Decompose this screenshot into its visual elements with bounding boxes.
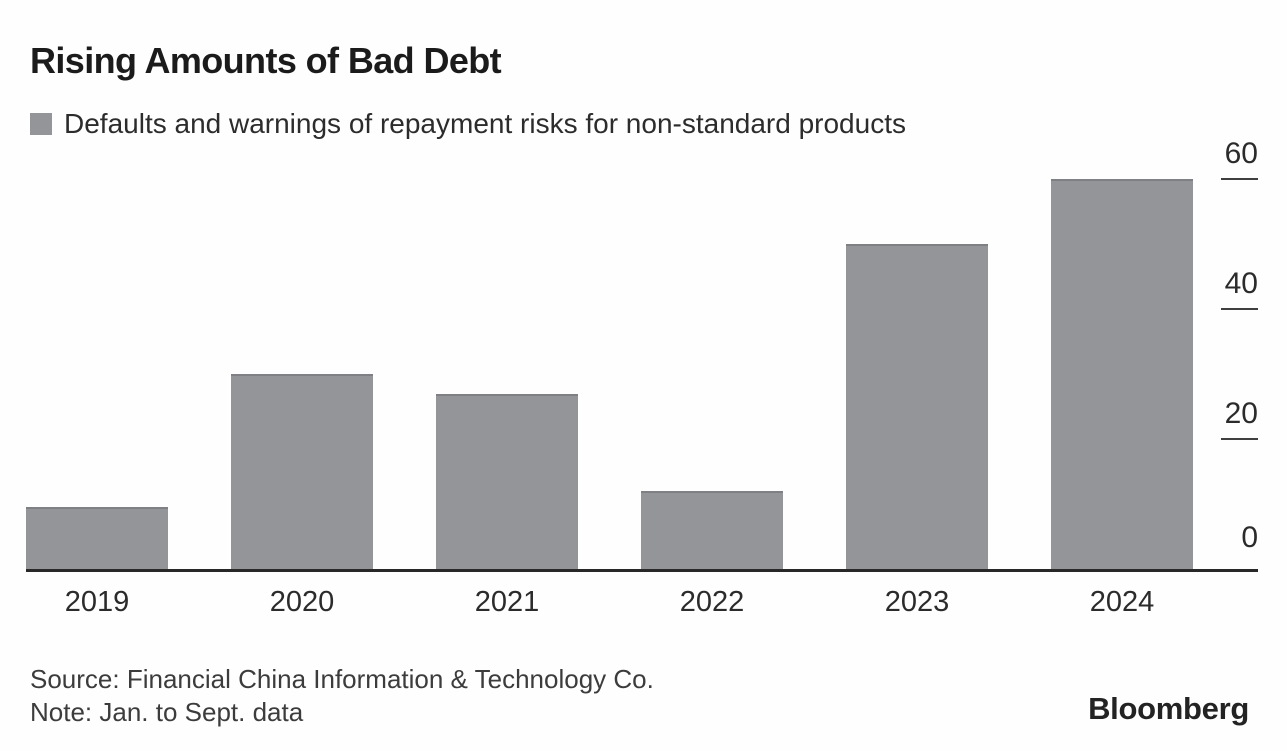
y-tick-label-40: 40 [1224, 267, 1258, 300]
y-tick-line-40 [1221, 308, 1258, 310]
legend-swatch [30, 113, 52, 135]
footer-text: Source: Financial China Information & Te… [30, 663, 654, 729]
x-axis-labels: 2019 2020 2021 2022 2023 2024 [26, 586, 1193, 619]
bloomberg-logo: Bloomberg [1088, 691, 1249, 726]
bar-2020 [231, 374, 373, 569]
legend: Defaults and warnings of repayment risks… [30, 108, 906, 140]
bars-row [26, 150, 1193, 569]
bar-2022 [641, 491, 783, 569]
legend-label: Defaults and warnings of repayment risks… [64, 108, 906, 139]
bar-2024 [1051, 179, 1193, 569]
y-tick-label-20: 20 [1224, 397, 1258, 430]
source-line: Source: Financial China Information & Te… [30, 664, 654, 694]
note-line: Note: Jan. to Sept. data [30, 697, 304, 727]
x-tick-label-2022: 2022 [679, 586, 745, 618]
y-tick-label-0: 0 [1241, 521, 1258, 554]
x-tick-label-2020: 2020 [269, 586, 335, 618]
y-tick-line-20 [1221, 438, 1258, 440]
bar-2023 [846, 244, 988, 569]
x-tick-label-2019: 2019 [64, 586, 130, 618]
x-tick-label-2021: 2021 [474, 586, 540, 618]
bar-2019 [26, 507, 168, 569]
y-tick-line-60 [1221, 178, 1258, 180]
y-tick-label-60: 60 [1224, 137, 1258, 170]
plot-area: 0 20 40 60 [26, 139, 1258, 572]
chart-title: Rising Amounts of Bad Debt [30, 40, 502, 81]
x-tick-label-2023: 2023 [884, 586, 950, 618]
x-tick-label-2024: 2024 [1089, 586, 1155, 618]
bar-2021 [436, 393, 578, 569]
